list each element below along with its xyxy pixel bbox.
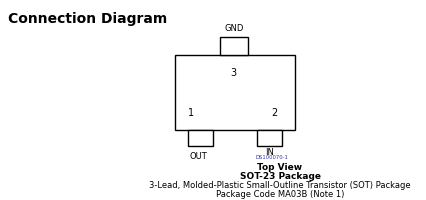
Text: OUT: OUT [189,152,207,161]
Bar [257,130,282,146]
Text: IN: IN [265,148,274,157]
Text: SOT-23 Package: SOT-23 Package [239,172,320,181]
Bar [220,37,248,55]
Text: Package Code MA03B (Note 1): Package Code MA03B (Note 1) [216,190,344,199]
Text: 2: 2 [271,108,277,118]
Bar [188,130,213,146]
Text: Connection Diagram: Connection Diagram [8,12,167,26]
Text: Top View: Top View [257,163,302,172]
Text: DS100070-1: DS100070-1 [256,155,288,160]
Text: 1: 1 [188,108,194,118]
Bar [175,55,295,130]
Text: 3-Lead, Molded-Plastic Small-Outline Transistor (SOT) Package: 3-Lead, Molded-Plastic Small-Outline Tra… [149,181,411,190]
Text: 3: 3 [230,68,236,78]
Text: GND: GND [225,24,244,33]
